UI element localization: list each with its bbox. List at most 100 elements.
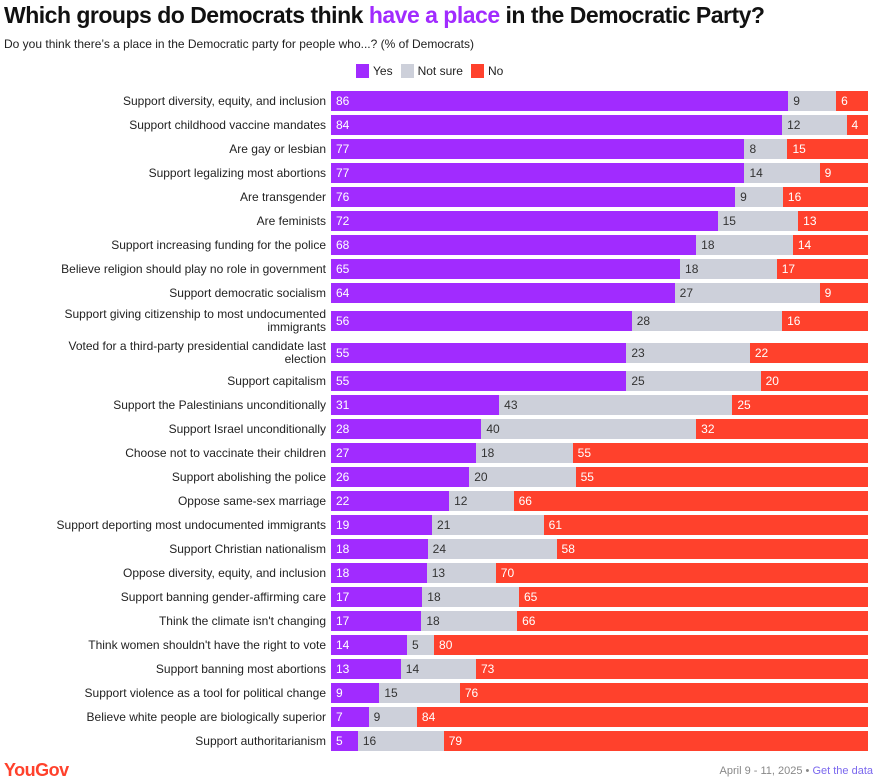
bar-segment-no: 55 [572,443,868,463]
category-label: Support authoritarianism [195,733,326,748]
title-highlight: have a place [368,2,500,28]
bar-segment-not-sure: 14 [744,163,820,183]
bar-segment-yes: 9 [331,683,380,703]
bar-segment-no: 79 [443,731,868,751]
bar-row: Support abolishing the police 26 20 55 [0,465,877,489]
bar-rows: Support diversity, equity, and inclusion… [0,89,877,753]
bar-segment-no: 22 [749,343,868,363]
bar-segment-yes: 26 [331,467,470,487]
bar-segment-yes: 13 [331,659,401,679]
bar-segment-not-sure: 25 [626,371,761,391]
bar-row: Support Israel unconditionally 28 40 32 [0,417,877,441]
chart-title: Which groups do Democrats think have a p… [4,2,765,29]
stacked-bar: 65 18 17 [331,259,868,279]
bar-segment-not-sure: 20 [469,467,576,487]
bar-segment-yes: 76 [331,187,736,207]
bar-segment-no: 25 [732,395,868,415]
stacked-bar: 55 23 22 [331,343,868,363]
bar-segment-not-sure: 9 [368,707,417,727]
legend-label: Not sure [417,64,463,78]
bar-segment-yes: 22 [331,491,450,511]
stacked-bar: 77 8 15 [331,139,868,159]
stacked-bar: 17 18 65 [331,587,868,607]
category-label: Think the climate isn't changing [158,613,326,628]
stacked-bar: 86 9 6 [331,91,868,111]
bar-segment-no: 84 [416,707,868,727]
bar-segment-not-sure: 5 [406,635,435,655]
bar-segment-not-sure: 12 [782,115,847,135]
bar-segment-not-sure: 13 [426,563,496,583]
bar-segment-no: 16 [782,311,868,331]
bar-segment-yes: 56 [331,311,632,331]
stacked-bar: 5 16 79 [331,731,868,751]
bar-segment-no: 9 [819,163,868,183]
category-label: Oppose diversity, equity, and inclusion [123,565,326,580]
bar-segment-not-sure: 21 [432,515,544,535]
bar-segment-not-sure: 27 [674,283,820,303]
footer: April 9 - 11, 2025 • Get the data [720,765,873,777]
bar-segment-no: 66 [513,491,868,511]
bar-row: Are transgender 76 9 16 [0,185,877,209]
bar-row: Support violence as a tool for political… [0,681,877,705]
bar-segment-not-sure: 12 [449,491,514,511]
bar-segment-no: 20 [760,371,868,391]
stacked-bar: 76 9 16 [331,187,868,207]
bar-row: Support authoritarianism 5 16 79 [0,729,877,753]
bar-segment-yes: 17 [331,611,422,631]
stacked-bar: 64 27 9 [331,283,868,303]
bar-row: Are feminists 72 15 13 [0,209,877,233]
bar-segment-no: 4 [846,115,868,135]
stacked-bar: 14 5 80 [331,635,868,655]
bar-segment-yes: 28 [331,419,482,439]
get-data-link[interactable]: Get the data [812,765,873,777]
bar-row: Support childhood vaccine mandates 84 12 4 [0,113,877,137]
category-label: Support increasing funding for the polic… [111,237,326,252]
bar-segment-not-sure: 18 [422,587,519,607]
stacked-bar: 72 15 13 [331,211,868,231]
survey-date: April 9 - 11, 2025 • [719,765,813,777]
stacked-bar: 13 14 73 [331,659,868,679]
bar-segment-not-sure: 18 [680,259,777,279]
stacked-bar: 22 12 66 [331,491,868,511]
bar-segment-not-sure: 15 [717,211,799,231]
bar-segment-yes: 84 [331,115,783,135]
bar-segment-yes: 31 [331,395,500,415]
bar-segment-yes: 18 [331,563,427,583]
bar-segment-not-sure: 40 [481,419,697,439]
bar-segment-yes: 77 [331,139,745,159]
bar-segment-not-sure: 28 [631,311,783,331]
bar-segment-no: 16 [782,187,868,207]
category-label: Are transgender [239,189,326,204]
category-label: Support banning most abortions [155,661,326,676]
category-label: Are feminists [256,213,326,228]
stacked-bar: 68 18 14 [331,235,868,255]
stacked-bar: 17 18 66 [331,611,868,631]
stacked-bar: 7 9 84 [331,707,868,727]
bar-segment-not-sure: 43 [499,395,733,415]
bar-row: Support giving citizenship to most undoc… [0,305,877,337]
yougov-logo: YouGov [4,760,69,780]
title-part: in the Democratic Party? [499,2,765,28]
bar-segment-yes: 68 [331,235,697,255]
legend-swatch [470,64,484,78]
category-label: Are gay or lesbian [229,141,326,156]
category-label: Voted for a third-party presidential can… [68,339,326,366]
legend-swatch [356,64,369,78]
category-label: Support childhood vaccine mandates [129,117,326,132]
category-label: Oppose same-sex marriage [177,493,326,508]
category-label: Support giving citizenship to most undoc… [64,307,327,334]
bar-segment-yes: 7 [331,707,369,727]
bar-segment-not-sure: 14 [400,659,476,679]
stacked-bar: 18 13 70 [331,563,868,583]
bar-row: Support increasing funding for the polic… [0,233,877,257]
bar-segment-not-sure: 18 [475,443,573,463]
bar-segment-no: 80 [434,635,868,655]
bar-row: Choose not to vaccinate their children 27… [0,441,877,465]
bar-row: Oppose same-sex marriage 22 12 66 [0,489,877,513]
bar-segment-no: 17 [776,259,868,279]
bar-row: Support banning most abortions 13 14 73 [0,657,877,681]
category-label: Support Israel unconditionally [168,421,326,436]
bar-row: Support diversity, equity, and inclusion… [0,89,877,113]
stacked-bar: 27 18 55 [331,443,868,463]
bar-row: Are gay or lesbian 77 8 15 [0,137,877,161]
